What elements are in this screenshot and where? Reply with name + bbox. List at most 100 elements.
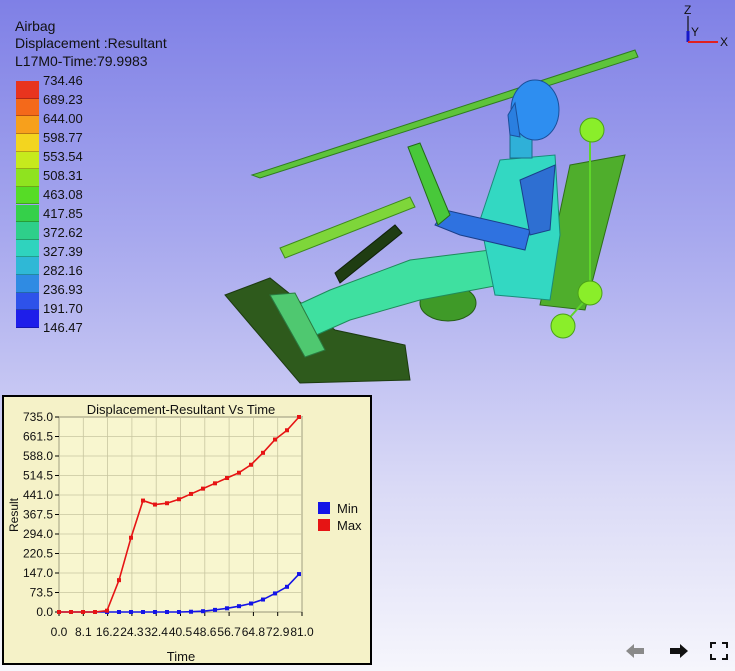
- chart-series: [57, 415, 301, 614]
- y-tick-label: 588.0: [23, 449, 53, 463]
- x-tick-label: 8.1: [75, 625, 92, 639]
- x-tick-label: 0.0: [51, 625, 68, 639]
- data-point-min: [189, 609, 193, 614]
- legend-value: 598.77: [43, 130, 83, 145]
- data-point-max: [225, 476, 229, 481]
- anchor-upper: [579, 117, 605, 143]
- data-point-min: [153, 610, 157, 614]
- data-point-min: [297, 572, 301, 577]
- y-tick-label: 441.0: [23, 488, 53, 502]
- x-tick-label: 24.3: [120, 625, 144, 639]
- data-point-max: [261, 450, 265, 455]
- legend-swatch: [16, 275, 39, 293]
- data-point-max: [189, 491, 193, 496]
- data-point-min: [285, 584, 289, 589]
- anchor-lower: [550, 313, 576, 339]
- data-point-max: [297, 415, 301, 419]
- dummy-feet: [269, 292, 326, 358]
- data-point-max: [165, 501, 169, 506]
- chart-grid: [58, 416, 303, 613]
- data-point-max: [129, 535, 133, 540]
- legend-value: 191.70: [43, 301, 83, 316]
- x-axis-label: Time: [167, 649, 195, 663]
- data-point-min: [225, 606, 229, 611]
- data-point-min: [273, 591, 277, 596]
- data-point-max: [285, 428, 289, 433]
- forward-arrow-icon[interactable]: [668, 640, 690, 662]
- data-point-min: [141, 610, 145, 614]
- y-tick-label: 0.0: [36, 605, 53, 619]
- legend-value: 553.54: [43, 149, 83, 164]
- data-point-max: [105, 608, 109, 613]
- legend-swatch: [16, 222, 39, 240]
- y-axis-label: Result: [7, 497, 21, 532]
- legend-swatch: [16, 133, 39, 152]
- steering-wheel: [407, 142, 451, 226]
- triad-z-label: Z: [684, 3, 691, 17]
- x-axis-ticks: 0.0 8.1 16.2 24.3 32.4 40.5 48.6 56.7 64.8 72.9 81…: [51, 612, 314, 639]
- dashboard-bar: [279, 196, 416, 259]
- xy-plot-window[interactable]: 735.0 661.5 588.0 514.5 441.0 367.5 294.0 220.5…: [2, 395, 372, 665]
- data-point-max: [69, 610, 73, 614]
- data-point-min: [177, 610, 181, 614]
- y-tick-label: 147.0: [23, 566, 53, 580]
- result-type: Displacement :Resultant: [15, 35, 167, 51]
- legend-swatch: [16, 204, 39, 223]
- data-point-max: [201, 486, 205, 491]
- legend-value: 327.39: [43, 244, 83, 259]
- data-point-min: [237, 604, 241, 609]
- y-axis-ticks: 735.0 661.5 588.0 514.5 441.0 367.5 294.0 220.5…: [23, 410, 59, 619]
- legend-value: 463.08: [43, 187, 83, 202]
- data-point-min: [117, 610, 121, 614]
- data-point-max: [273, 437, 277, 442]
- legend-value: 689.23: [43, 92, 83, 107]
- chart-legend: Min Max: [318, 501, 362, 533]
- knee-bolster: [334, 224, 403, 284]
- chart-title: Displacement-Resultant Vs Time: [87, 402, 276, 417]
- data-point-max: [93, 610, 97, 614]
- legend-marker: [318, 502, 330, 514]
- data-point-min: [249, 601, 253, 606]
- legend-swatch: [16, 310, 39, 328]
- legend-marker: [318, 519, 330, 531]
- x-tick-label: 72.9: [266, 625, 290, 639]
- y-tick-label: 661.5: [23, 430, 53, 444]
- roof-panel: [250, 49, 639, 179]
- x-tick-label: 81.0: [290, 625, 314, 639]
- fullscreen-icon[interactable]: [708, 640, 730, 662]
- anchor-middle: [577, 280, 603, 306]
- data-point-min: [129, 610, 133, 614]
- legend-swatch: [16, 116, 39, 134]
- back-arrow-icon[interactable]: [624, 640, 646, 662]
- dummy-face: [507, 101, 521, 138]
- legend-value: 644.00: [43, 111, 83, 126]
- data-point-max: [213, 481, 217, 486]
- data-point-max: [177, 497, 181, 502]
- data-point-max: [237, 470, 241, 475]
- data-point-max: [81, 610, 85, 614]
- legend-swatch: [16, 151, 39, 170]
- y-tick-label: 514.5: [23, 469, 53, 483]
- legend-swatch: [16, 81, 39, 99]
- data-point-max: [117, 578, 121, 583]
- airbag-model-scene[interactable]: [210, 45, 650, 390]
- dummy-upper-arm: [519, 164, 556, 236]
- displacement-time-chart: 735.0 661.5 588.0 514.5 441.0 367.5 294.0 220.5…: [7, 402, 362, 663]
- legend-value: 236.93: [43, 282, 83, 297]
- triad-y-label: Y: [691, 25, 699, 39]
- y-tick-label: 735.0: [23, 410, 53, 424]
- x-tick-label: 40.5: [169, 625, 193, 639]
- legend-value: 372.62: [43, 225, 83, 240]
- legend-value: 508.31: [43, 168, 83, 183]
- legend-swatch: [16, 186, 39, 205]
- data-point-min: [261, 597, 265, 602]
- legend-swatch: [16, 239, 39, 258]
- data-point-min: [213, 607, 217, 612]
- legend-swatch: [16, 98, 39, 117]
- data-point-max: [249, 462, 253, 467]
- legend-value: 146.47: [43, 320, 83, 335]
- data-point-min: [201, 609, 205, 614]
- legend-swatch: [16, 257, 39, 276]
- y-tick-label: 73.5: [30, 586, 54, 600]
